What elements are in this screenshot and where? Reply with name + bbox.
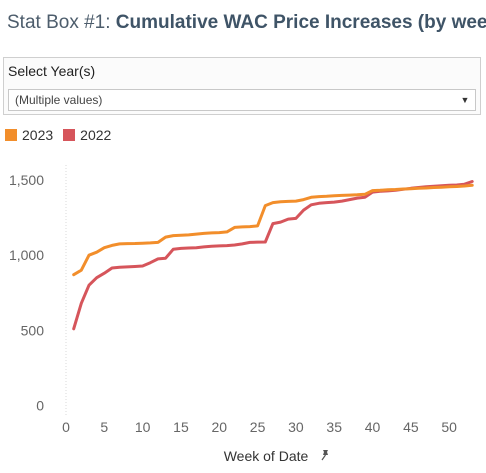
x-tick-label: 45 xyxy=(403,419,419,435)
legend-swatch-2023 xyxy=(5,129,17,141)
filter-label: Select Year(s) xyxy=(8,63,96,79)
y-tick-label: 0 xyxy=(36,397,44,413)
legend-item-2022[interactable]: 2022 xyxy=(63,127,111,143)
legend-item-2023[interactable]: 2023 xyxy=(5,127,53,143)
title-prefix: Stat Box #1: xyxy=(7,12,116,33)
x-tick-label: 40 xyxy=(365,419,381,435)
x-tick-label: 30 xyxy=(288,419,304,435)
x-tick-label: 0 xyxy=(62,419,70,435)
year-select-dropdown[interactable]: (Multiple values) ▼ xyxy=(8,89,476,111)
dropdown-value: (Multiple values) xyxy=(15,93,103,107)
legend: 2023 2022 xyxy=(5,127,121,143)
chart-title: Stat Box #1: Cumulative WAC Price Increa… xyxy=(7,12,486,34)
x-tick-label: 20 xyxy=(211,419,227,435)
title-main: Cumulative WAC Price Increases (by week) xyxy=(115,12,486,33)
legend-swatch-2022 xyxy=(63,129,76,141)
x-tick-label: 50 xyxy=(441,419,457,435)
y-tick-label: 1,500 xyxy=(9,172,44,188)
x-tick-label: 5 xyxy=(100,419,108,435)
y-tick-label: 500 xyxy=(21,322,45,338)
x-tick-label: 15 xyxy=(173,419,189,435)
legend-label-2023: 2023 xyxy=(22,127,54,143)
year-filter-panel: Select Year(s) (Multiple values) ▼ xyxy=(3,57,481,115)
pin-icon[interactable] xyxy=(321,450,328,461)
x-tick-label: 35 xyxy=(326,419,342,435)
x-tick-label: 10 xyxy=(135,419,151,435)
legend-label-2022: 2022 xyxy=(80,127,112,143)
y-axis: 0 500 1,000 1,500 xyxy=(9,172,44,413)
series-line-2023[interactable] xyxy=(72,183,474,277)
caret-down-icon[interactable]: ▼ xyxy=(460,95,470,105)
x-axis: 0 5 10 15 20 25 30 35 40 45 50 xyxy=(62,419,457,435)
y-tick-label: 1,000 xyxy=(9,247,44,263)
series-lines xyxy=(72,180,474,331)
x-tick-label: 25 xyxy=(250,419,266,435)
x-axis-title: Week of Date xyxy=(224,448,309,464)
